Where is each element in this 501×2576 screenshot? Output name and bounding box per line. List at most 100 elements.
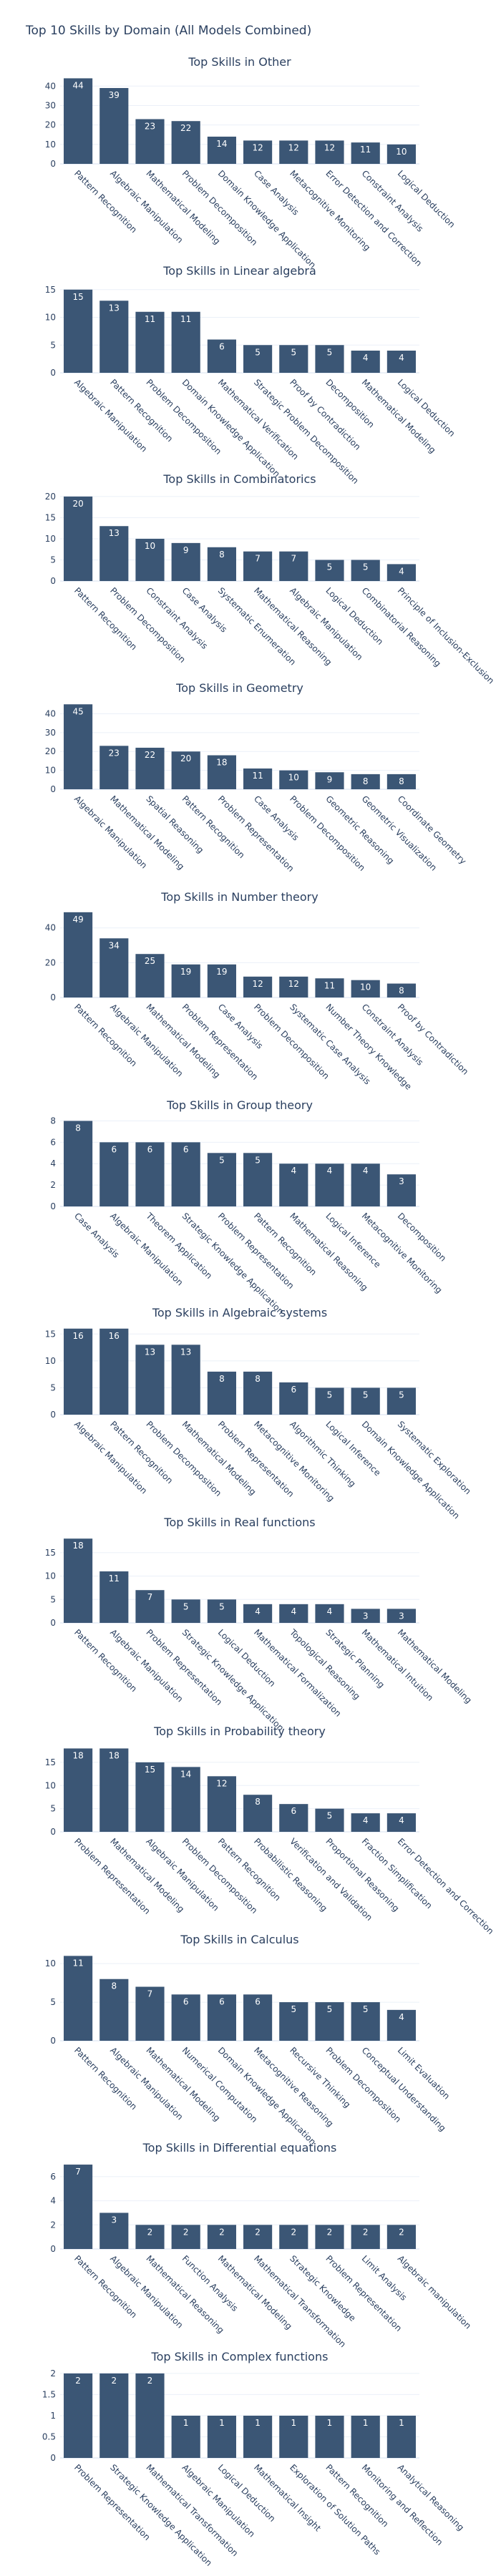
bar-value-label: 19 bbox=[180, 967, 191, 977]
bar bbox=[171, 1345, 200, 1415]
chart-top-skills-in-geometry: Top Skills in Geometry 0 10 20 30 40 45 Algebra… bbox=[45, 681, 468, 874]
bar bbox=[243, 1994, 273, 2041]
bar-value-label: 18 bbox=[109, 1750, 120, 1760]
bar bbox=[64, 1538, 93, 1623]
bar bbox=[351, 351, 380, 373]
bar bbox=[207, 1371, 236, 1415]
bar-value-label: 2 bbox=[255, 2227, 261, 2237]
bar bbox=[207, 547, 236, 581]
bar-value-label: 4 bbox=[291, 1606, 296, 1616]
bar-value-label: 7 bbox=[291, 554, 296, 564]
chart-top-skills-in-linear-algebra: Top Skills in Linear algebra 0 5 10 15 15 Alge… bbox=[45, 264, 457, 486]
x-tick-label: Algebraic Manipulation bbox=[108, 2045, 185, 2122]
y-tick-label: 10 bbox=[45, 1356, 56, 1366]
chart-top-skills-in-real-functions: Top Skills in Real functions 0 5 10 15 18 Patt… bbox=[45, 1516, 474, 1733]
bar-value-label: 8 bbox=[255, 1374, 261, 1384]
bar bbox=[207, 2225, 236, 2249]
bar-value-label: 2 bbox=[147, 2227, 153, 2237]
bar bbox=[351, 1609, 380, 1623]
bar-value-label: 7 bbox=[75, 2167, 81, 2177]
y-tick-label: 20 bbox=[45, 957, 56, 967]
x-tick-label: Problem Decomposition bbox=[144, 377, 223, 457]
bar bbox=[315, 1604, 344, 1623]
y-tick-label: 10 bbox=[45, 534, 56, 544]
bar-value-label: 2 bbox=[219, 2227, 225, 2237]
bar-value-label: 2 bbox=[363, 2227, 369, 2237]
x-tick-label: Proof by Contradiction bbox=[396, 1002, 471, 1077]
bar-value-label: 14 bbox=[180, 1769, 191, 1779]
bar-value-label: 1 bbox=[363, 2418, 369, 2428]
bar bbox=[64, 1328, 93, 1415]
x-tick-label: Pattern Recognition bbox=[72, 168, 139, 235]
y-tick-label: 0 bbox=[50, 2036, 56, 2046]
x-tick-label: Pattern Recognition bbox=[72, 585, 139, 652]
x-tick-label: Constraint Analysis bbox=[144, 585, 210, 651]
bar-value-label: 3 bbox=[111, 2215, 117, 2225]
x-tick-label: Problem Decomposition bbox=[180, 1836, 260, 1916]
bar bbox=[99, 526, 129, 581]
bar-value-label: 2 bbox=[291, 2227, 296, 2237]
bar-value-label: 1 bbox=[291, 2418, 296, 2428]
y-tick-label: 4 bbox=[50, 2196, 56, 2206]
y-tick-label: 15 bbox=[45, 285, 56, 295]
bar bbox=[135, 2373, 165, 2458]
x-tick-label: Problem Decomposition bbox=[252, 1002, 331, 1081]
y-tick-label: 10 bbox=[45, 1958, 56, 1968]
bar-value-label: 4 bbox=[399, 353, 404, 363]
bar-value-label: 9 bbox=[327, 774, 333, 784]
x-tick-label: Recursive Thinking bbox=[288, 2045, 352, 2109]
y-tick-label: 2 bbox=[50, 2368, 56, 2379]
y-tick-label: 5 bbox=[50, 1804, 56, 1814]
x-tick-label: Mathematical Modeling bbox=[396, 1627, 474, 1705]
bar bbox=[135, 311, 165, 373]
bar-value-label: 8 bbox=[255, 1797, 261, 1807]
bar bbox=[207, 1994, 236, 2041]
chart-title: Top Skills in Linear algebra bbox=[162, 264, 316, 278]
bar-value-label: 18 bbox=[72, 1750, 83, 1760]
bar-value-label: 22 bbox=[180, 123, 191, 133]
bar-value-label: 13 bbox=[145, 1347, 155, 1357]
bar-value-label: 7 bbox=[147, 1592, 153, 1602]
x-tick-label: Problem Decomposition bbox=[288, 794, 367, 873]
x-tick-label: Fraction Simplification bbox=[360, 1836, 434, 1911]
x-tick-label: Constraint Analysis bbox=[360, 168, 426, 234]
bar-value-label: 13 bbox=[180, 1347, 191, 1357]
bar bbox=[243, 2225, 273, 2249]
bar bbox=[243, 551, 273, 581]
x-tick-label: Mathematical Modeling bbox=[144, 2045, 222, 2123]
bar-value-label: 18 bbox=[216, 758, 227, 768]
bar bbox=[135, 1142, 165, 1206]
bar-value-label: 5 bbox=[327, 1811, 333, 1821]
x-tick-label: Problem Representation bbox=[72, 1836, 152, 1916]
bar bbox=[279, 2415, 308, 2458]
bar-value-label: 11 bbox=[145, 314, 155, 324]
bar-value-label: 5 bbox=[327, 1390, 333, 1400]
y-tick-label: 10 bbox=[45, 1571, 56, 1581]
y-tick-label: 40 bbox=[45, 923, 56, 933]
x-tick-label: Pattern Recognition bbox=[72, 1627, 139, 1694]
chart-title: Top Skills in Other bbox=[188, 55, 291, 69]
x-tick-label: Mathematical Modeling bbox=[144, 1002, 222, 1080]
bar-value-label: 49 bbox=[72, 914, 83, 924]
bar-value-label: 22 bbox=[145, 750, 155, 760]
bar-value-label: 8 bbox=[111, 1981, 117, 1991]
x-tick-label: Pattern Recognition bbox=[72, 2045, 139, 2112]
bar-value-label: 13 bbox=[109, 303, 120, 313]
bar-value-label: 2 bbox=[327, 2227, 333, 2237]
y-tick-label: 2 bbox=[50, 2220, 56, 2230]
x-tick-label: Pattern Recognition bbox=[216, 1836, 283, 1903]
y-tick-label: 2 bbox=[50, 1180, 56, 1190]
x-tick-label: Algebraic Manipulation bbox=[108, 1211, 185, 1287]
y-tick-label: 10 bbox=[45, 313, 56, 323]
bar-value-label: 5 bbox=[327, 562, 333, 572]
bar bbox=[351, 1387, 380, 1415]
bar-value-label: 6 bbox=[183, 1144, 189, 1154]
bar bbox=[99, 1328, 129, 1415]
y-tick-label: 15 bbox=[45, 1757, 56, 1767]
bar bbox=[315, 1387, 344, 1415]
x-tick-label: Mathematical Insight bbox=[252, 2462, 323, 2533]
y-tick-label: 5 bbox=[50, 1997, 56, 2007]
x-tick-label: Problem Decomposition bbox=[180, 168, 260, 248]
bar bbox=[351, 2002, 380, 2041]
